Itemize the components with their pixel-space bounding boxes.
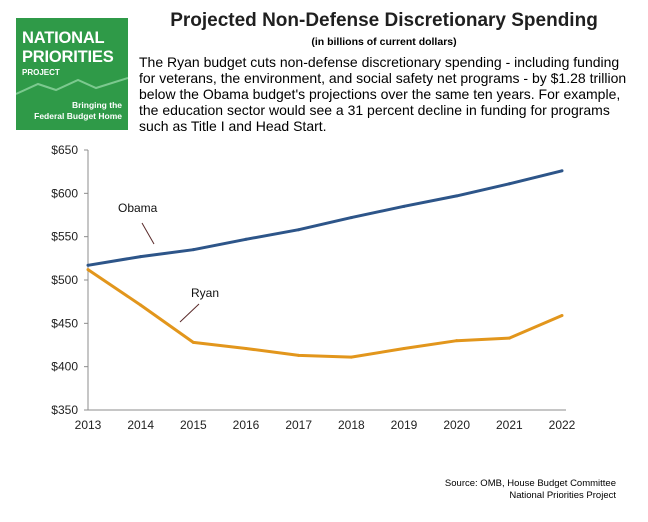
data-point-ryan bbox=[139, 303, 143, 307]
data-point-ryan bbox=[507, 336, 511, 340]
y-tick-label: $450 bbox=[51, 316, 78, 330]
logo-line-3: PROJECT bbox=[22, 68, 60, 77]
ryan-leader-line bbox=[179, 303, 200, 323]
source-line-1: Source: OMB, House Budget Committee bbox=[444, 478, 616, 489]
logo-line-2: PRIORITIES bbox=[22, 48, 114, 66]
y-tick-label: $500 bbox=[51, 273, 78, 287]
x-tick-label: 2017 bbox=[285, 418, 312, 432]
data-point-obama bbox=[507, 182, 511, 186]
logo-line-1: NATIONAL bbox=[22, 29, 105, 47]
x-tick-label: 2020 bbox=[443, 418, 470, 432]
chart-title: Projected Non-Defense Discretionary Spen… bbox=[170, 10, 598, 31]
data-point-ryan bbox=[455, 339, 459, 343]
x-tick-label: 2022 bbox=[549, 418, 576, 432]
data-point-obama bbox=[349, 216, 353, 220]
series-label-ryan: Ryan bbox=[191, 286, 219, 300]
y-tick-label: $400 bbox=[51, 360, 78, 374]
data-point-ryan bbox=[297, 353, 301, 357]
x-tick-label: 2021 bbox=[496, 418, 523, 432]
x-tick-label: 2015 bbox=[180, 418, 207, 432]
x-tick-label: 2019 bbox=[391, 418, 418, 432]
data-point-obama bbox=[244, 237, 248, 241]
data-point-obama bbox=[86, 263, 90, 267]
x-tick-label: 2016 bbox=[233, 418, 260, 432]
chart-subtitle: (in billions of current dollars) bbox=[311, 36, 457, 48]
series-line-ryan bbox=[87, 268, 563, 359]
data-point-ryan bbox=[349, 355, 353, 359]
y-tick-label: $550 bbox=[51, 230, 78, 244]
y-tick-label: $350 bbox=[51, 403, 78, 417]
x-tick-label: 2013 bbox=[75, 418, 102, 432]
data-point-obama bbox=[402, 204, 406, 208]
series-line-obama bbox=[87, 169, 563, 267]
y-tick-label: $650 bbox=[51, 143, 78, 157]
data-point-ryan bbox=[244, 346, 248, 350]
logo-tagline-1: Bringing the bbox=[71, 100, 122, 110]
data-point-obama bbox=[191, 248, 195, 252]
data-point-obama bbox=[139, 255, 143, 259]
x-tick-label: 2018 bbox=[338, 418, 365, 432]
source-note: Source: OMB, House Budget Committee Nati… bbox=[445, 478, 616, 502]
data-point-ryan bbox=[560, 314, 564, 318]
data-point-ryan bbox=[191, 340, 195, 344]
data-point-ryan bbox=[86, 268, 90, 272]
data-point-obama bbox=[297, 228, 301, 232]
npp-logo: NATIONAL PRIORITIES PROJECT Bringing the… bbox=[16, 18, 128, 130]
series-label-obama: Obama bbox=[118, 201, 158, 215]
y-tick-label: $600 bbox=[51, 186, 78, 200]
logo-trend-icon bbox=[16, 77, 128, 95]
data-point-obama bbox=[455, 194, 459, 198]
source-line-2: National Priorities Project bbox=[509, 490, 616, 501]
data-point-obama bbox=[560, 169, 564, 173]
logo-tagline-2: Federal Budget Home bbox=[34, 111, 122, 121]
logo-tagline: Bringing the Federal Budget Home bbox=[22, 100, 122, 122]
obama-leader-line bbox=[141, 222, 155, 245]
data-point-ryan bbox=[402, 346, 406, 350]
x-tick-label: 2014 bbox=[127, 418, 154, 432]
line-chart: $350 $400 $450 $500 $550 $600 $650 2013 2014 2015… bbox=[51, 143, 576, 432]
chart-description: The Ryan budget cuts non-defense discret… bbox=[139, 54, 627, 134]
